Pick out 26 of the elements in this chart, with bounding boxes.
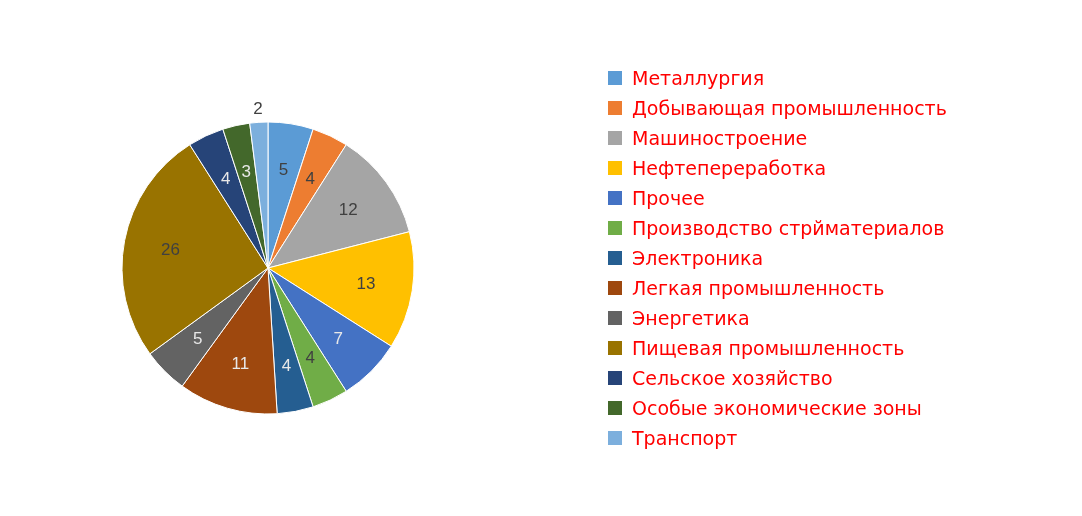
data-label: 4 xyxy=(220,168,231,188)
legend-label: Добывающая промышленность xyxy=(632,96,947,121)
data-label: 2 xyxy=(253,98,263,118)
data-label: 5 xyxy=(278,160,289,180)
legend-label: Транспорт xyxy=(632,426,738,451)
data-label: 3 xyxy=(241,161,252,181)
legend-label: Энергетика xyxy=(632,306,750,331)
data-label: 13 xyxy=(356,274,376,294)
data-label: 5 xyxy=(193,328,203,348)
legend-label: Прочее xyxy=(632,186,705,211)
legend-label: Металлургия xyxy=(632,66,765,91)
legend-label: Производство стрйматериалов xyxy=(632,216,945,241)
legend-label: Легкая промышленность xyxy=(632,276,885,301)
data-label: 7 xyxy=(333,328,343,348)
legend-label: Электроника xyxy=(632,246,764,271)
legend-label: Нефтепереработка xyxy=(632,156,827,181)
data-label: 12 xyxy=(338,200,358,220)
data-label: 11 xyxy=(231,353,250,373)
legend-label: Особые экономические зоны xyxy=(632,396,922,421)
legend-label: Сельское хозяйство xyxy=(632,366,833,391)
data-label: 4 xyxy=(281,356,292,376)
data-label: 4 xyxy=(305,348,316,368)
legend-label: Пищевая промышленность xyxy=(632,336,905,361)
legend-label: Машиностроение xyxy=(632,126,808,151)
data-label: 4 xyxy=(305,168,316,188)
data-label: 26 xyxy=(161,239,180,259)
